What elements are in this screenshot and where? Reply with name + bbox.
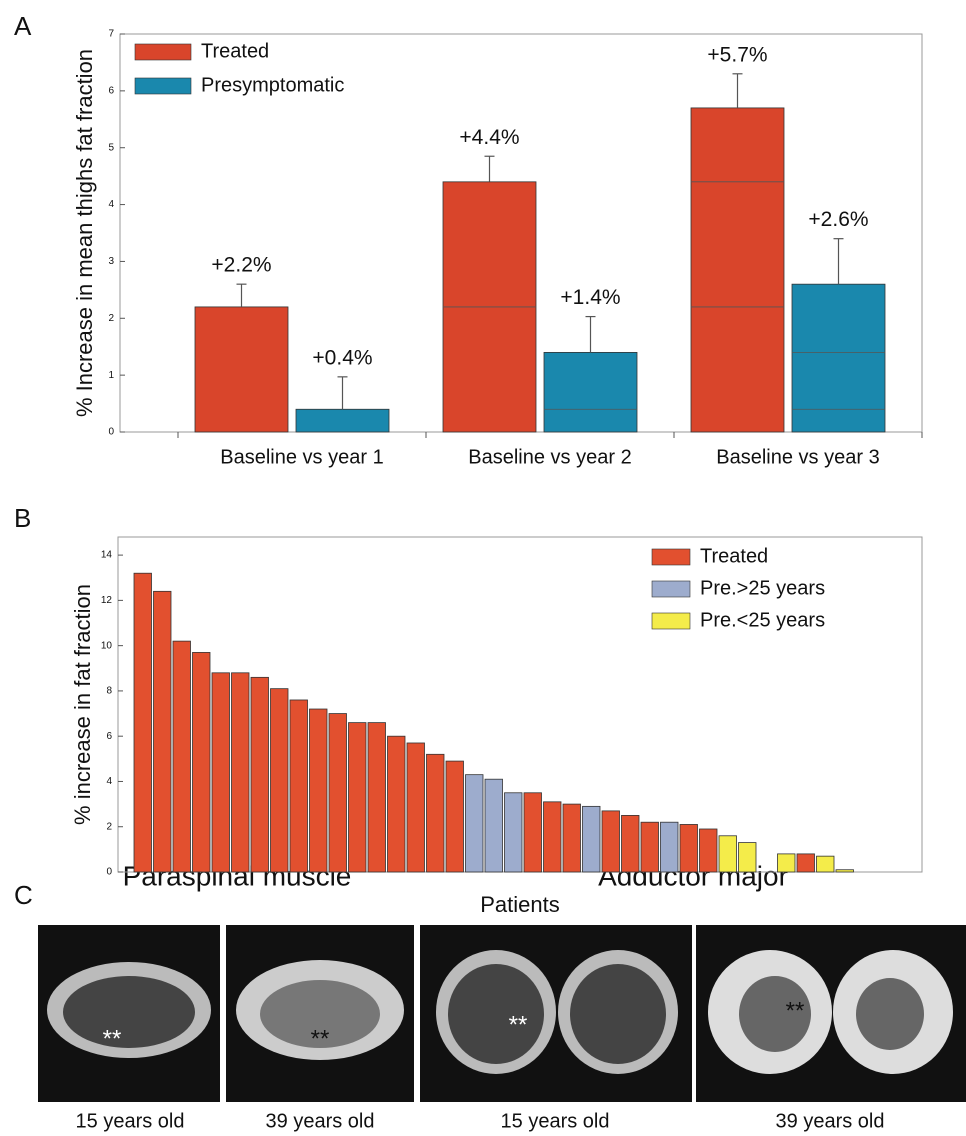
image-caption: 39 years old	[776, 1110, 885, 1132]
bar	[778, 854, 796, 872]
x-axis-label: Patients	[480, 892, 560, 917]
y-tick-label: 2	[108, 313, 114, 324]
bar	[641, 822, 659, 872]
image-detail	[63, 976, 195, 1048]
legend-swatch	[652, 581, 690, 597]
figure: A B C Paraspinal muscle Adductor major *…	[0, 0, 966, 1136]
bar	[195, 307, 288, 432]
bar	[661, 822, 679, 872]
image-detail	[448, 964, 544, 1064]
bar	[622, 815, 640, 872]
legend-label: Treated	[201, 40, 269, 62]
bar	[797, 854, 815, 872]
legend-swatch	[652, 549, 690, 565]
bar	[173, 641, 191, 872]
y-tick-label: 6	[106, 731, 112, 742]
y-tick-label: 4	[108, 199, 114, 210]
y-tick-label: 8	[106, 686, 112, 697]
bar	[544, 352, 637, 432]
bar	[296, 409, 389, 432]
y-axis-label: % increase in fat fraction	[70, 584, 95, 825]
bar	[193, 652, 211, 872]
bar	[792, 284, 885, 432]
bar	[427, 754, 445, 872]
bar	[271, 689, 289, 872]
value-label: +5.7%	[707, 43, 767, 66]
image-caption: 39 years old	[266, 1110, 375, 1132]
y-tick-label: 7	[108, 29, 114, 40]
y-tick-label: 1	[108, 370, 114, 381]
bar	[524, 793, 542, 872]
bar	[310, 709, 328, 872]
image-mark: **	[786, 997, 805, 1024]
value-label: +2.6%	[808, 208, 868, 231]
image-detail	[570, 964, 666, 1064]
bar	[466, 775, 484, 872]
bar	[739, 843, 757, 872]
mri-images: ** ** ** **	[38, 925, 966, 1102]
bar	[290, 700, 308, 872]
bar	[154, 591, 172, 872]
panel-label: B	[14, 503, 31, 533]
page: A B C Paraspinal muscle Adductor major *…	[0, 0, 966, 1136]
image-detail	[856, 978, 924, 1050]
y-tick-label: 6	[108, 85, 114, 96]
bar	[407, 743, 425, 872]
bar	[212, 673, 230, 872]
legend-label: Pre.<25 years	[700, 609, 825, 631]
y-tick-label: 5	[108, 142, 114, 153]
bar	[329, 714, 347, 872]
panel-label: A	[14, 11, 32, 41]
bar	[583, 806, 601, 872]
bar	[563, 804, 581, 872]
bar	[251, 677, 269, 872]
bar	[836, 870, 854, 872]
bar	[505, 793, 523, 872]
value-label: +0.4%	[312, 346, 372, 369]
bar	[602, 811, 620, 872]
value-label: +2.2%	[211, 254, 271, 277]
x-tick-label: Baseline vs year 2	[468, 446, 631, 468]
bar	[544, 802, 562, 872]
x-tick-label: Baseline vs year 1	[220, 446, 383, 468]
value-label: +4.4%	[459, 126, 519, 149]
legend-swatch	[652, 613, 690, 629]
bar	[485, 779, 503, 872]
image-caption: 15 years old	[501, 1110, 610, 1132]
y-tick-label: 3	[108, 256, 114, 267]
bar	[349, 723, 367, 872]
legend-swatch	[135, 78, 191, 94]
bar	[232, 673, 250, 872]
y-tick-label: 12	[101, 595, 113, 606]
bar	[719, 836, 737, 872]
panel-label: C	[14, 880, 33, 910]
image-mark: **	[103, 1025, 122, 1052]
bar	[680, 824, 698, 872]
bar	[388, 736, 406, 872]
legend-swatch	[135, 44, 191, 60]
legend-label: Presymptomatic	[201, 74, 344, 96]
y-tick-label: 2	[106, 821, 112, 832]
y-tick-label: 0	[108, 427, 114, 438]
y-tick-label: 10	[101, 640, 113, 651]
y-tick-label: 14	[101, 550, 113, 561]
bar	[691, 108, 784, 432]
image-mark: **	[311, 1025, 330, 1052]
bar	[446, 761, 464, 872]
y-tick-label: 4	[106, 776, 112, 787]
legend-label: Pre.>25 years	[700, 577, 825, 599]
bar	[817, 856, 835, 872]
bar	[700, 829, 718, 872]
y-axis-label: % Increase in mean thighs fat fraction	[72, 49, 97, 417]
y-tick-label: 0	[106, 867, 112, 878]
image-caption: 15 years old	[76, 1110, 185, 1132]
x-tick-label: Baseline vs year 3	[716, 446, 879, 468]
legend-label: Treated	[700, 545, 768, 567]
value-label: +1.4%	[560, 286, 620, 309]
bar	[368, 723, 386, 872]
image-mark: **	[509, 1011, 528, 1038]
bar	[134, 573, 152, 872]
